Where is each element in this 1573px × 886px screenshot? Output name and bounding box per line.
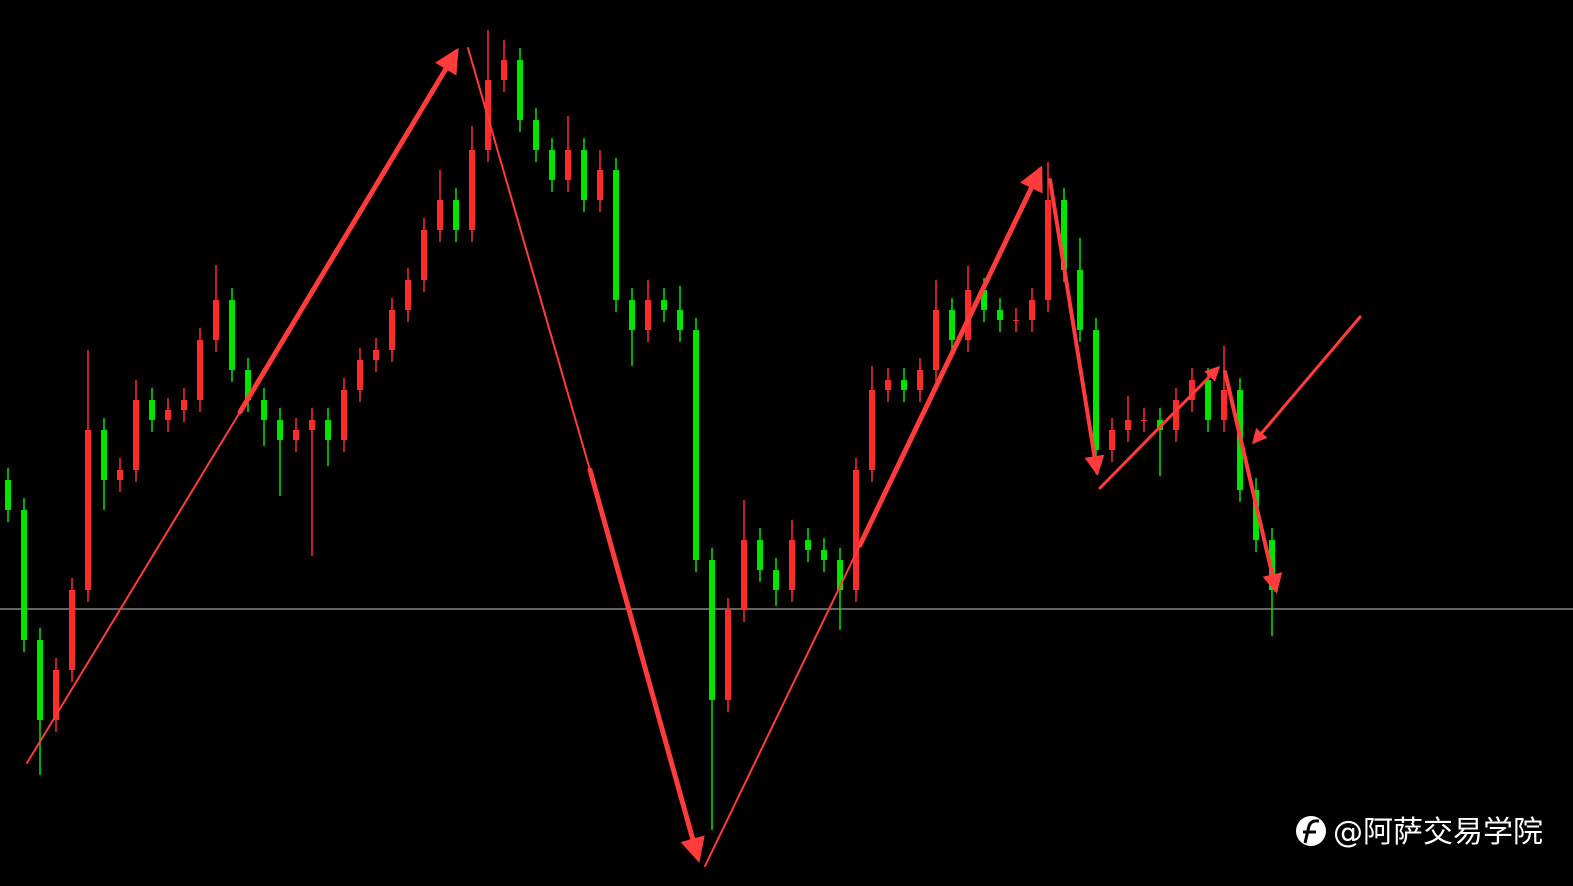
trend-arrow (1098, 365, 1221, 490)
candle-body (405, 280, 411, 310)
candle-body (885, 380, 891, 390)
candle-body (613, 170, 619, 300)
candle-body (789, 540, 795, 590)
candle-body (709, 560, 715, 700)
candle-body (661, 300, 667, 310)
candle-body (1205, 380, 1211, 420)
candle-body (1061, 200, 1067, 270)
candle-body (1093, 330, 1099, 450)
candle-body (293, 430, 299, 440)
trend-arrow (237, 47, 459, 415)
candle-body (229, 300, 235, 370)
candle-body (1173, 400, 1179, 430)
candle-body (741, 540, 747, 610)
candle-body (565, 150, 571, 180)
candle-body (1109, 430, 1115, 450)
candle-body (453, 200, 459, 230)
candle-body (917, 370, 923, 390)
candle-body (949, 310, 955, 340)
candle-body (581, 150, 587, 200)
candle-body (197, 340, 203, 400)
candle-body (533, 120, 539, 150)
trend-arrow (857, 165, 1043, 548)
candle-body (85, 430, 91, 590)
candle-body (101, 430, 107, 480)
candle-body (117, 470, 123, 480)
candle-body (1253, 490, 1259, 540)
trend-arrow (1048, 178, 1105, 476)
candle-body (1077, 270, 1083, 330)
candle-body (1221, 390, 1227, 420)
candle-body (869, 390, 875, 470)
candle-body (389, 310, 395, 350)
candle-body (69, 590, 75, 670)
candle-body (165, 410, 171, 420)
trend-arrow (1223, 370, 1283, 594)
candle-body (277, 420, 283, 440)
candle-body (1029, 300, 1035, 320)
watermark-text: @阿萨交易学院 (1333, 815, 1543, 850)
candles (0, 30, 1573, 830)
trend-arrows (26, 47, 1362, 867)
watermark: @阿萨交易学院 (1296, 815, 1543, 850)
candle-body (309, 420, 315, 430)
candle-body (437, 200, 443, 230)
candle-body (645, 300, 651, 330)
candle-body (901, 380, 907, 390)
candle-body (549, 150, 555, 180)
candle-body (133, 400, 139, 470)
candle-body (325, 420, 331, 440)
candle-body (373, 350, 379, 360)
candle-body (1013, 320, 1019, 321)
candle-body (757, 540, 763, 570)
candle-body (805, 540, 811, 550)
candle-body (1045, 200, 1051, 300)
candle-body (629, 300, 635, 330)
candle-body (37, 640, 43, 720)
trend-line (704, 544, 861, 867)
candle-body (501, 60, 507, 80)
candle-body (693, 330, 699, 560)
candle-body (1141, 420, 1147, 421)
candle-body (725, 610, 731, 700)
candle-body (261, 400, 267, 420)
candle-body (997, 310, 1003, 320)
candle-body (837, 560, 843, 590)
candle-body (597, 170, 603, 200)
candle-body (421, 230, 427, 280)
candle-body (53, 670, 59, 720)
trend-line (26, 411, 241, 764)
candle-body (933, 310, 939, 370)
candle-body (517, 60, 523, 120)
candle-body (213, 300, 219, 340)
candle-body (341, 390, 347, 440)
candle-body (181, 400, 187, 410)
candle-body (1125, 420, 1131, 430)
trend-arrow (587, 467, 705, 863)
logo-mark (1303, 819, 1320, 844)
pointer-arrow (1252, 315, 1362, 445)
candle-body (357, 360, 363, 390)
candle-body (773, 570, 779, 590)
candle-body (1189, 380, 1195, 400)
candle-body (21, 510, 27, 640)
trend-line (467, 47, 591, 471)
candle-body (677, 310, 683, 330)
candle-body (853, 470, 859, 590)
candle-body (149, 400, 155, 420)
candle-body (245, 370, 251, 400)
candle-body (5, 480, 11, 510)
candle-body (821, 550, 827, 560)
candle-body (981, 290, 987, 310)
candle-body (469, 150, 475, 230)
